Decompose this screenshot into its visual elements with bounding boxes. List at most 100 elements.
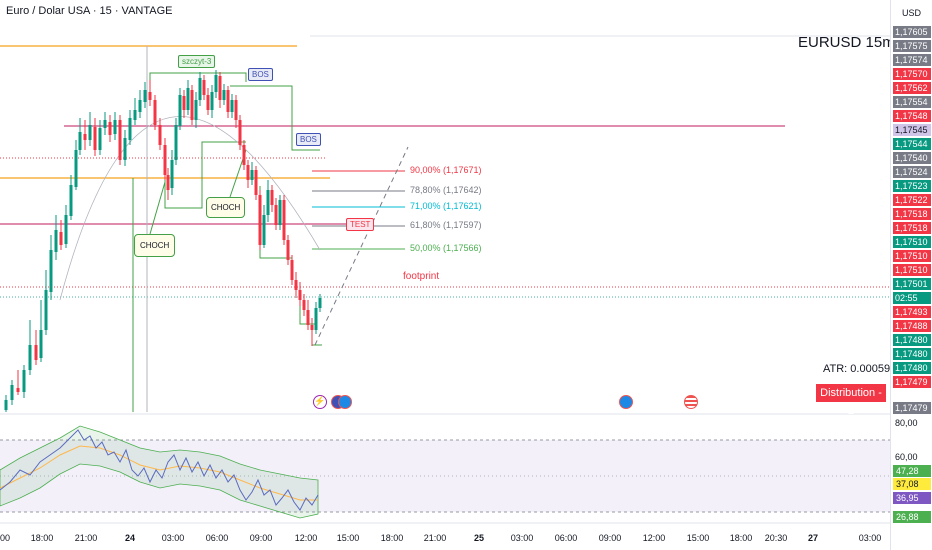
candle-body xyxy=(238,120,242,145)
candle-body xyxy=(246,165,250,180)
time-label: 21:00 xyxy=(423,533,447,543)
choch-structure-1[interactable] xyxy=(164,141,246,209)
flash-event-icon[interactable]: ⚡ xyxy=(313,395,327,409)
candle-body xyxy=(74,150,78,187)
candle-body xyxy=(163,145,167,175)
candle-body xyxy=(83,134,87,140)
candle-body xyxy=(64,215,68,244)
candle-body xyxy=(294,280,298,290)
price-label: 1,17570 xyxy=(893,68,931,80)
fib-level-label: 78,80% (1,17642) xyxy=(410,185,482,195)
test-label[interactable]: TEST xyxy=(346,218,375,231)
price-label: 1,17540 xyxy=(893,152,931,164)
price-label: 1,17501 xyxy=(893,278,931,290)
time-label: 20:30 xyxy=(764,533,788,543)
candle-body xyxy=(123,138,127,160)
globe-event-icon[interactable] xyxy=(338,395,352,409)
candle-body xyxy=(206,95,210,110)
candle-body xyxy=(98,128,102,150)
candle-body xyxy=(182,96,186,110)
bos-structure-1[interactable] xyxy=(149,72,247,82)
low-structure[interactable] xyxy=(299,300,315,325)
choch-label-1[interactable]: CHOCH xyxy=(134,234,176,257)
time-label: 06:00 xyxy=(554,533,578,543)
bos-structure-2[interactable] xyxy=(230,85,320,151)
rsi-level-label: 80,00 xyxy=(895,418,918,428)
price-label: 1,17480 xyxy=(893,348,931,360)
chart-title: Euro / Dolar USA · 15 · VANTAGE xyxy=(6,5,173,17)
candle-body xyxy=(178,95,182,126)
price-label: 1,17510 xyxy=(893,264,931,276)
candle-body xyxy=(214,75,218,92)
candle-body xyxy=(158,125,162,145)
symbol-label: EURUSD 15m xyxy=(798,34,895,51)
choch-label-2[interactable]: CHOCH xyxy=(206,197,246,218)
time-label: 12:00 xyxy=(294,533,318,543)
flag-event-icon[interactable] xyxy=(684,395,698,409)
choch1-connector xyxy=(149,181,166,235)
price-label: 1,17523 xyxy=(893,180,931,192)
candle-body xyxy=(39,330,43,358)
candle-body xyxy=(170,160,174,188)
candle-body xyxy=(186,88,190,110)
candle-body xyxy=(254,170,258,195)
candle-body xyxy=(148,92,152,100)
rsi-value-badge: 26,88 xyxy=(893,511,931,523)
price-label: 1,17518 xyxy=(893,222,931,234)
time-label: 09:00 xyxy=(249,533,273,543)
candle-body xyxy=(28,345,32,370)
price-chart[interactable] xyxy=(0,0,890,550)
footprint-label[interactable]: footprint xyxy=(403,271,440,282)
candle-body xyxy=(194,100,198,120)
candle-body xyxy=(306,310,310,325)
candle-body xyxy=(226,90,230,112)
candle-body xyxy=(314,308,318,330)
time-label: 27 xyxy=(807,533,819,543)
price-label: 1,17510 xyxy=(893,250,931,262)
candle-body xyxy=(174,125,178,160)
candle-body xyxy=(202,80,206,95)
candle-body xyxy=(4,400,8,410)
time-label: 03:00 xyxy=(161,533,185,543)
candle-body xyxy=(16,388,20,392)
price-label: 1,17605 xyxy=(893,26,931,38)
candle-body xyxy=(310,325,314,330)
candle-body xyxy=(250,170,254,180)
rsi-value-badge: 47,28 xyxy=(893,465,931,477)
candle-body xyxy=(78,132,82,150)
rsi-line xyxy=(0,429,319,511)
candle-body xyxy=(218,76,222,100)
candle-body xyxy=(262,215,266,245)
globe-event-icon[interactable] xyxy=(619,395,633,409)
candle-body xyxy=(190,90,194,120)
price-label: 1,17524 xyxy=(893,166,931,178)
price-label: 1,17554 xyxy=(893,96,931,108)
candle-body xyxy=(44,290,48,330)
candle-body xyxy=(230,100,234,112)
time-label: 15:00 xyxy=(336,533,360,543)
price-label: 1,17545 xyxy=(893,124,931,136)
candle-body xyxy=(10,385,14,400)
price-label: 1,17544 xyxy=(893,138,931,150)
candle-body xyxy=(108,122,112,135)
szczyt-label[interactable]: szczyt-3 xyxy=(178,55,216,68)
price-label: 1,17575 xyxy=(893,40,931,52)
candle-series[interactable] xyxy=(4,70,322,412)
bos-label-2[interactable]: BOS xyxy=(296,133,321,146)
price-label: 1,17548 xyxy=(893,110,931,122)
price-label: 1,17488 xyxy=(893,320,931,332)
fib-level-label: 71,00% (1,17621) xyxy=(410,201,482,211)
time-label: 25 xyxy=(473,533,485,543)
bos-label-1[interactable]: BOS xyxy=(248,68,273,81)
time-label: 18:00 xyxy=(380,533,404,543)
candle-body xyxy=(143,90,147,102)
currency-label[interactable]: USD xyxy=(902,8,922,18)
price-label: 1,17479 xyxy=(893,402,931,414)
projection-line[interactable] xyxy=(314,146,409,346)
candle-body xyxy=(298,290,302,300)
time-label: 18:00 xyxy=(729,533,753,543)
fib-level-label: 61,80% (1,17597) xyxy=(410,220,482,230)
distribution-badge: Distribution - 2 xyxy=(816,384,886,417)
candle-body xyxy=(222,90,226,100)
candle-body xyxy=(270,190,274,205)
